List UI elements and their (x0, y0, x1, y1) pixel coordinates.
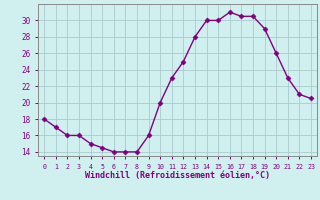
X-axis label: Windchill (Refroidissement éolien,°C): Windchill (Refroidissement éolien,°C) (85, 171, 270, 180)
